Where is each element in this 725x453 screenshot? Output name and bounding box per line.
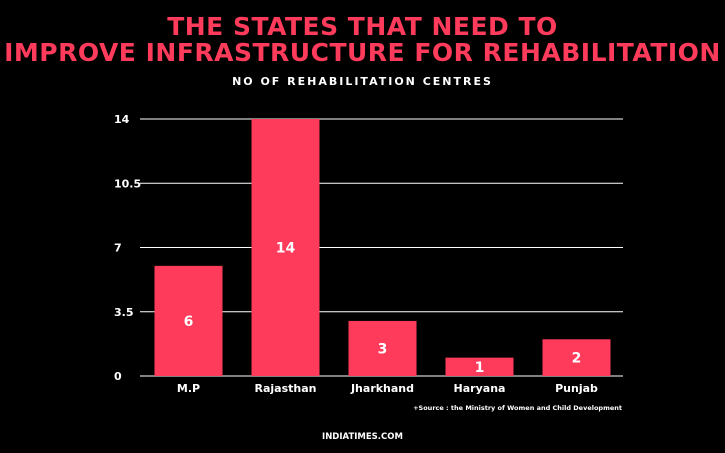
chart-subtitle: NO OF REHABILITATION CENTRES bbox=[232, 75, 493, 88]
x-category-label: Rajasthan bbox=[255, 382, 317, 395]
x-category-label: Haryana bbox=[454, 382, 506, 395]
source-note: +Source : the Ministry of Women and Chil… bbox=[413, 404, 622, 412]
bar-value-label: 1 bbox=[475, 360, 485, 376]
bar bbox=[154, 265, 223, 376]
bar bbox=[445, 357, 514, 376]
bar bbox=[542, 339, 611, 376]
bar bbox=[348, 320, 417, 376]
bar-value-label: 3 bbox=[378, 341, 388, 357]
y-tick-label: 14 bbox=[114, 113, 130, 126]
x-category-label: M.P bbox=[177, 382, 200, 395]
y-tick-label: 0 bbox=[114, 370, 122, 383]
x-category-label: Jharkhand bbox=[350, 382, 414, 395]
y-tick-label: 7 bbox=[114, 242, 122, 255]
x-category-label: Punjab bbox=[555, 382, 598, 395]
chart-title-line-2: IMPROVE INFRASTRUCTURE FOR REHABILITATIO… bbox=[4, 38, 721, 67]
y-tick-label: 3.5 bbox=[114, 306, 134, 319]
bar-value-label: 2 bbox=[572, 351, 582, 367]
bar bbox=[251, 119, 320, 376]
bar-value-label: 6 bbox=[184, 314, 194, 330]
footer-site-name: INDIATIMES.COM bbox=[322, 432, 403, 442]
y-tick-label: 10.5 bbox=[114, 177, 141, 190]
chart-title-line-1: THE STATES THAT NEED TO bbox=[167, 12, 558, 41]
bar-value-label: 14 bbox=[276, 241, 296, 257]
